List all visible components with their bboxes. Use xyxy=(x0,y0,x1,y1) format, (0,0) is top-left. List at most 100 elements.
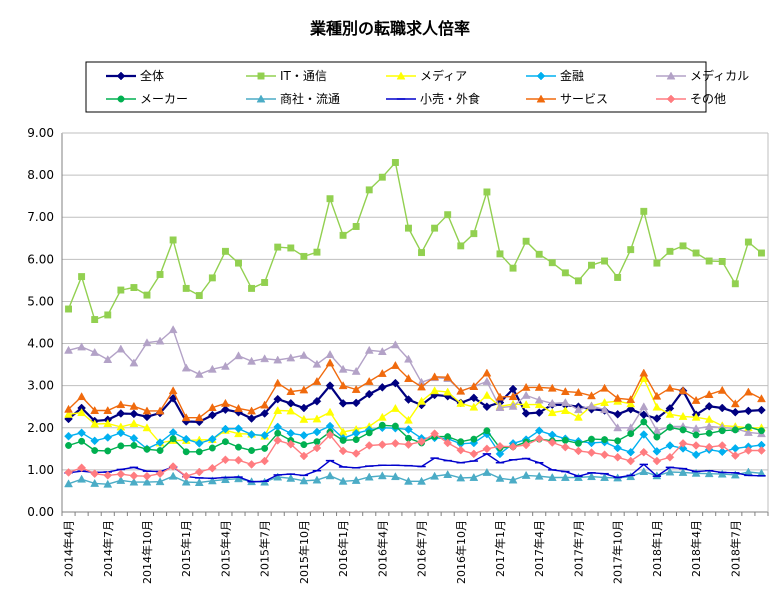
data-point xyxy=(155,336,165,345)
data-point xyxy=(352,436,360,444)
data-point xyxy=(652,402,662,411)
series-line xyxy=(68,361,762,419)
data-point xyxy=(600,405,609,414)
data-point xyxy=(404,440,413,449)
data-point xyxy=(129,471,139,481)
data-point xyxy=(90,469,100,479)
data-point xyxy=(653,259,661,267)
data-point xyxy=(495,441,505,451)
data-point xyxy=(705,257,713,265)
data-point xyxy=(300,441,308,449)
data-point xyxy=(116,344,126,353)
x-tick-label: 2015年1月 xyxy=(179,520,193,577)
legend-marker xyxy=(536,71,546,81)
data-point xyxy=(508,475,518,484)
data-point xyxy=(260,456,270,466)
data-point xyxy=(116,428,126,438)
data-point xyxy=(678,439,688,448)
data-point xyxy=(626,404,636,414)
data-point xyxy=(116,400,126,409)
data-point xyxy=(601,436,609,444)
legend-marker xyxy=(396,71,406,80)
data-point xyxy=(547,438,557,447)
data-point xyxy=(430,386,440,395)
series-5 xyxy=(64,325,766,438)
data-point xyxy=(155,469,165,479)
legend-item: 商社・流通 xyxy=(246,91,340,106)
data-point xyxy=(325,430,335,440)
data-point xyxy=(430,471,440,480)
data-point xyxy=(299,451,309,461)
data-point xyxy=(443,387,453,396)
data-point xyxy=(299,431,309,440)
data-point xyxy=(312,475,322,484)
data-point xyxy=(312,414,322,423)
data-point xyxy=(299,403,309,413)
data-point xyxy=(273,394,283,404)
data-point xyxy=(391,422,399,430)
data-point xyxy=(560,397,570,406)
data-point xyxy=(221,247,229,255)
data-point xyxy=(207,364,217,373)
data-point xyxy=(470,230,478,238)
data-point xyxy=(378,421,386,429)
data-point xyxy=(456,473,466,482)
data-point xyxy=(404,425,413,434)
data-point xyxy=(377,471,387,480)
data-point xyxy=(77,342,87,351)
data-point xyxy=(534,408,544,417)
data-point xyxy=(129,477,139,486)
data-point xyxy=(743,387,753,396)
data-point xyxy=(103,471,113,480)
data-point xyxy=(351,398,361,408)
data-point xyxy=(286,439,296,449)
data-point xyxy=(482,444,492,454)
data-point xyxy=(730,407,740,417)
data-point xyxy=(600,383,609,392)
legend-item: 小売・外食 xyxy=(386,91,480,106)
data-point xyxy=(77,392,87,401)
data-point xyxy=(666,247,674,255)
data-point xyxy=(248,447,256,454)
data-point xyxy=(613,452,623,462)
data-point xyxy=(705,429,713,437)
data-point xyxy=(679,242,687,250)
data-point xyxy=(521,382,531,391)
data-point xyxy=(77,463,86,473)
data-point xyxy=(560,387,570,396)
data-point xyxy=(521,400,531,409)
legend-label: IT・通信 xyxy=(280,69,327,83)
data-point xyxy=(679,426,687,434)
data-point xyxy=(717,441,727,450)
data-point xyxy=(273,378,283,387)
data-point xyxy=(704,421,714,430)
data-point xyxy=(522,237,530,245)
data-point xyxy=(207,434,217,444)
data-point xyxy=(169,236,177,244)
y-tick-label: 5.00 xyxy=(27,294,54,308)
data-point xyxy=(587,391,596,400)
data-point xyxy=(744,406,753,416)
y-tick-label: 3.00 xyxy=(27,379,54,393)
data-point xyxy=(261,279,269,286)
data-point xyxy=(129,358,139,367)
data-point xyxy=(181,363,191,372)
data-point xyxy=(639,430,649,439)
data-point xyxy=(391,159,399,166)
data-point xyxy=(417,396,426,405)
data-point xyxy=(221,424,230,434)
data-point xyxy=(574,387,583,396)
data-point xyxy=(234,455,243,465)
data-point xyxy=(404,415,413,424)
data-point xyxy=(64,345,73,354)
data-point xyxy=(64,431,73,441)
data-point xyxy=(444,211,452,219)
data-point xyxy=(221,361,230,370)
data-point xyxy=(717,403,727,413)
data-point xyxy=(587,448,596,457)
data-point xyxy=(456,386,466,395)
data-point xyxy=(116,409,126,418)
data-point xyxy=(364,376,374,385)
legend-item: 金融 xyxy=(526,68,584,83)
legend-label: 全体 xyxy=(140,68,164,83)
